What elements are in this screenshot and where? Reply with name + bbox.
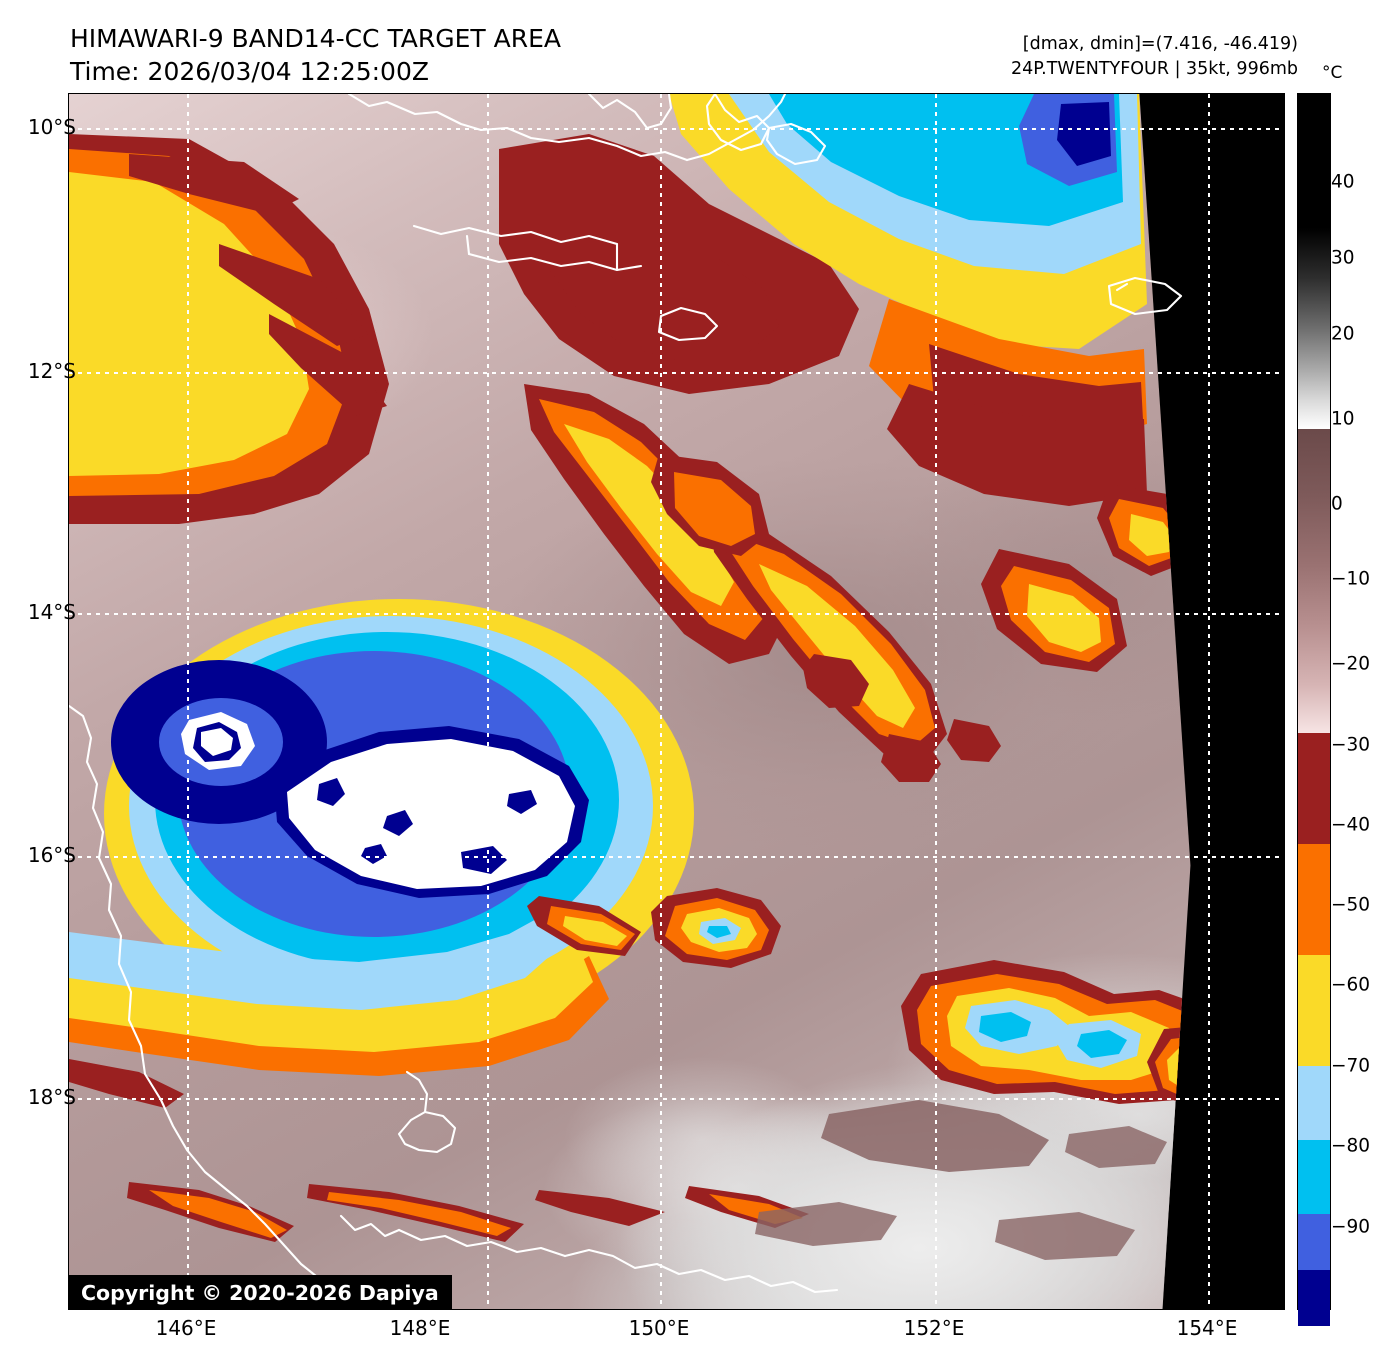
map-plot-area[interactable] [68,93,1285,1310]
ytick-label-18S: 18°S [27,1085,76,1109]
xtick-label-152E: 152°E [903,1316,965,1340]
enhanced-cold-cloud-regions [69,94,1191,1309]
cb-tick-m90: −90 [1331,1216,1371,1238]
cb-segment-brown-pink [1298,429,1330,733]
coastline-overlay [69,94,1183,1302]
storm-info-label: 24P.TWENTYFOUR | 35kt, 996mb [1011,58,1298,79]
page-title: HIMAWARI-9 BAND14-CC TARGET AREA [70,24,562,53]
title-block: HIMAWARI-9 BAND14-CC TARGET AREA Time: 2… [70,22,561,88]
cb-segment-dark-red [1298,733,1330,844]
gridline-lat-12 [69,372,1284,374]
gridline-lon-148 [487,94,489,1309]
cb-tick-m60: −60 [1331,974,1371,996]
cb-tick-m10: −10 [1331,568,1371,590]
cb-tick-m30: −30 [1331,734,1371,756]
temperature-colorbar [1297,93,1331,1326]
cb-segment-navy [1298,1270,1330,1326]
gridline-lon-154 [1208,94,1210,1309]
satellite-data-wedge [69,94,1191,1309]
data-minmax-label: [dmax, dmin]=(7.416, -46.419) [1022,34,1298,54]
gridline-lat-14 [69,613,1284,615]
ytick-label-10S: 10°S [27,115,76,139]
xtick-label-154E: 154°E [1176,1316,1238,1340]
xtick-label-150E: 150°E [628,1316,690,1340]
copyright-banner: Copyright © 2020-2026 Dapiya [68,1275,452,1310]
cb-tick-m50: −50 [1331,894,1371,916]
cb-segment-light-blue [1298,1066,1330,1140]
cb-tick-40: 40 [1331,171,1355,193]
cb-tick-m20: −20 [1331,653,1371,675]
ytick-label-16S: 16°S [27,843,76,867]
cb-tick-m70: −70 [1331,1055,1371,1077]
cb-tick-30: 30 [1331,247,1355,269]
cb-segment-yellow [1298,955,1330,1066]
cb-tick-20: 20 [1331,323,1355,345]
cb-segment-orange [1298,844,1330,955]
gridline-lat-10 [69,128,1284,130]
cb-segment-greyscale [1298,94,1330,429]
ytick-label-12S: 12°S [27,359,76,383]
map-clip [69,94,1284,1309]
gridline-lat-18 [69,1098,1284,1100]
gridline-lon-150 [660,94,662,1309]
gridline-lon-152 [935,94,937,1309]
cb-tick-m40: −40 [1331,814,1371,836]
colorbar-unit-label: °C [1322,63,1343,83]
copyright-text: Copyright © 2020-2026 Dapiya [81,1280,439,1305]
ytick-label-14S: 14°S [27,600,76,624]
cb-tick-m80: −80 [1331,1135,1371,1157]
gridline-lat-16 [69,856,1284,858]
cb-segment-blue [1298,1214,1330,1270]
metadata-block: [dmax, dmin]=(7.416, -46.419) 24P.TWENTY… [1011,32,1298,82]
xtick-label-146E: 146°E [155,1316,217,1340]
cb-segment-cyan [1298,1140,1330,1214]
map-gridlines [69,94,1284,1309]
timestamp-line: Time: 2026/03/04 12:25:00Z [70,57,429,86]
gridline-lon-146 [187,94,189,1309]
cb-tick-0: 0 [1331,493,1343,515]
xtick-label-148E: 148°E [389,1316,451,1340]
cb-tick-10: 10 [1331,408,1355,430]
